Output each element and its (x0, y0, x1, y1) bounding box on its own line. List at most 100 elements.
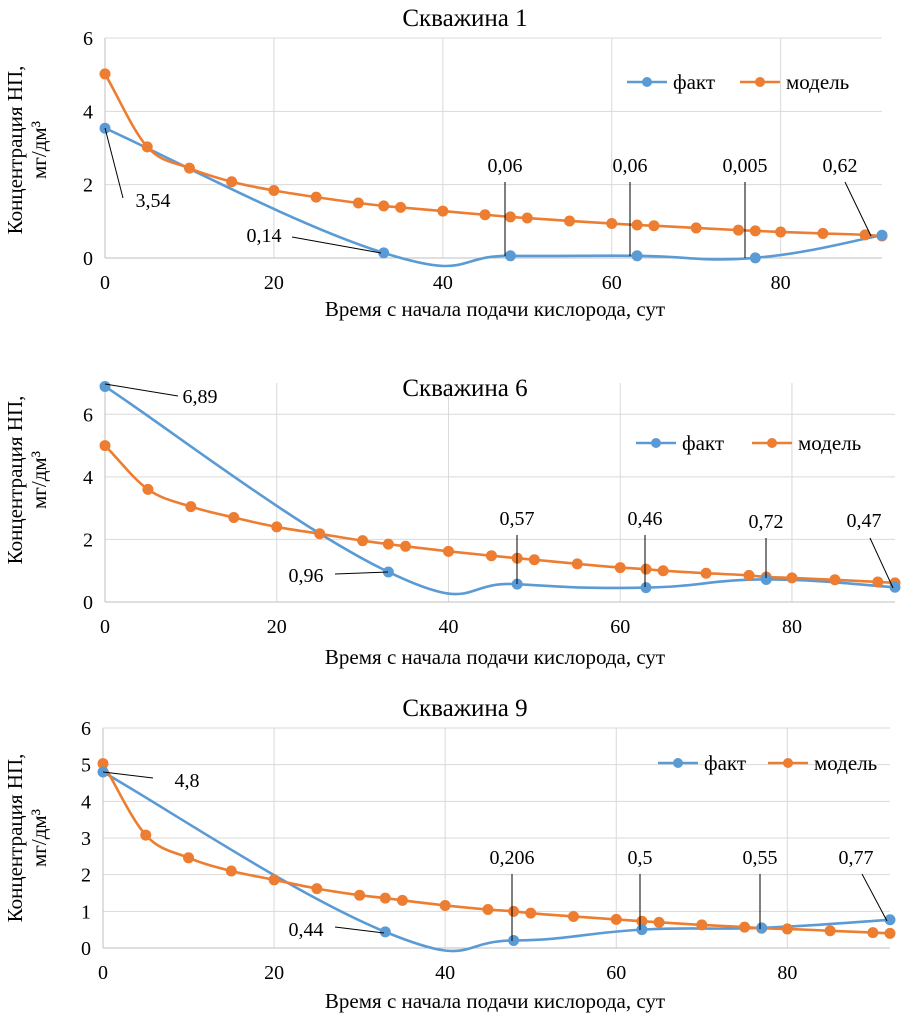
data-point-model (382, 538, 394, 550)
data-point-model (867, 927, 879, 939)
legend-label-fact: факт (704, 751, 746, 775)
data-point-model (732, 224, 744, 236)
data-point-fact (756, 922, 768, 934)
y-axis-unit: мг/дм³ (27, 451, 51, 509)
data-point-model (739, 921, 751, 933)
legend-marker-fact (642, 77, 652, 87)
legend-label-model: модель (786, 70, 849, 94)
legend-label-model: модель (814, 751, 877, 775)
data-point-model (271, 521, 283, 533)
data-label: 0,5 (628, 847, 653, 869)
y-tick-label: 4 (83, 467, 93, 489)
data-point-model (606, 218, 618, 230)
x-tick-label: 60 (606, 962, 626, 984)
data-point-model (482, 904, 494, 915)
data-point-model (357, 535, 369, 547)
y-tick-label: 6 (81, 718, 91, 740)
data-point-model (564, 215, 576, 227)
data-point-model (378, 200, 390, 212)
data-point-fact (636, 924, 648, 936)
x-tick-label: 40 (438, 616, 458, 638)
data-label: 0,47 (847, 510, 882, 532)
y-tick-label: 2 (81, 865, 91, 887)
data-point-model (485, 550, 497, 562)
data-point-model (183, 162, 195, 174)
x-tick-label: 80 (782, 616, 802, 638)
data-label: 0,206 (490, 847, 535, 869)
data-point-model (396, 894, 408, 906)
data-point-model (525, 907, 537, 919)
data-point-model (614, 562, 626, 574)
data-point-model (395, 201, 407, 213)
data-label: 0,14 (247, 225, 282, 247)
series-line-fact (104, 127, 883, 268)
data-point-model (314, 528, 326, 540)
data-point-model (226, 176, 238, 188)
data-label-leader (104, 127, 124, 199)
data-label: 4,8 (175, 770, 200, 792)
chart-title: Скважина 9 (402, 695, 527, 722)
data-point-model (439, 899, 451, 911)
data-label: 6,89 (183, 386, 218, 408)
data-point-fact (504, 250, 516, 262)
data-point-model (640, 563, 652, 575)
data-point-model (696, 919, 708, 931)
x-tick-label: 0 (100, 272, 110, 294)
y-tick-label: 6 (83, 404, 93, 426)
data-label-leader (102, 771, 154, 779)
data-label: 0,06 (613, 155, 648, 177)
x-tick-label: 60 (602, 272, 622, 294)
data-point-model (99, 68, 111, 80)
data-point-model (690, 222, 702, 234)
y-tick-label: 2 (83, 529, 93, 551)
data-label-leader (104, 383, 179, 397)
y-tick-label: 3 (81, 828, 91, 850)
data-label-leader (334, 571, 389, 575)
x-tick-label: 40 (433, 272, 453, 294)
data-point-model (183, 852, 195, 864)
x-tick-label: 20 (264, 962, 284, 984)
data-point-model (653, 916, 665, 928)
x-axis-title: Время с начала подачи кислорода, сут (325, 297, 665, 321)
y-tick-label: 4 (83, 101, 93, 123)
x-tick-label: 40 (435, 962, 455, 984)
data-point-fact (640, 582, 652, 594)
chart-title: Скважина 1 (402, 5, 527, 32)
data-point-fact (876, 229, 888, 241)
data-label-leader (844, 181, 872, 237)
data-point-model (268, 874, 280, 886)
data-point-model (185, 501, 197, 513)
y-tick-label: 6 (83, 28, 93, 50)
data-point-model (817, 227, 829, 239)
data-point-model (311, 883, 323, 895)
series-line-fact (104, 385, 896, 596)
y-tick-label: 5 (81, 755, 91, 777)
data-label: 0,96 (289, 565, 324, 587)
data-point-model (268, 185, 280, 197)
data-point-model (700, 567, 712, 579)
data-point-model (824, 925, 836, 937)
data-label: 0,46 (628, 508, 663, 530)
data-point-model (99, 440, 111, 452)
data-label-leader (861, 873, 888, 922)
data-point-model (610, 913, 622, 925)
legend-marker-fact (673, 758, 683, 768)
legend-label-fact: факт (682, 431, 724, 455)
data-label: 0,005 (723, 155, 768, 177)
data-point-model (521, 212, 533, 224)
x-tick-label: 80 (777, 962, 797, 984)
x-tick-label: 60 (610, 616, 630, 638)
data-point-model (310, 191, 322, 203)
data-label: 0,57 (500, 508, 535, 530)
y-tick-label: 0 (83, 248, 93, 270)
data-label: 0,77 (839, 847, 874, 869)
data-label: 0,62 (823, 155, 858, 177)
data-point-model (228, 512, 240, 524)
y-tick-label: 4 (81, 791, 91, 813)
data-point-fact (749, 252, 761, 264)
data-point-model (749, 225, 761, 237)
data-point-model (225, 865, 237, 877)
